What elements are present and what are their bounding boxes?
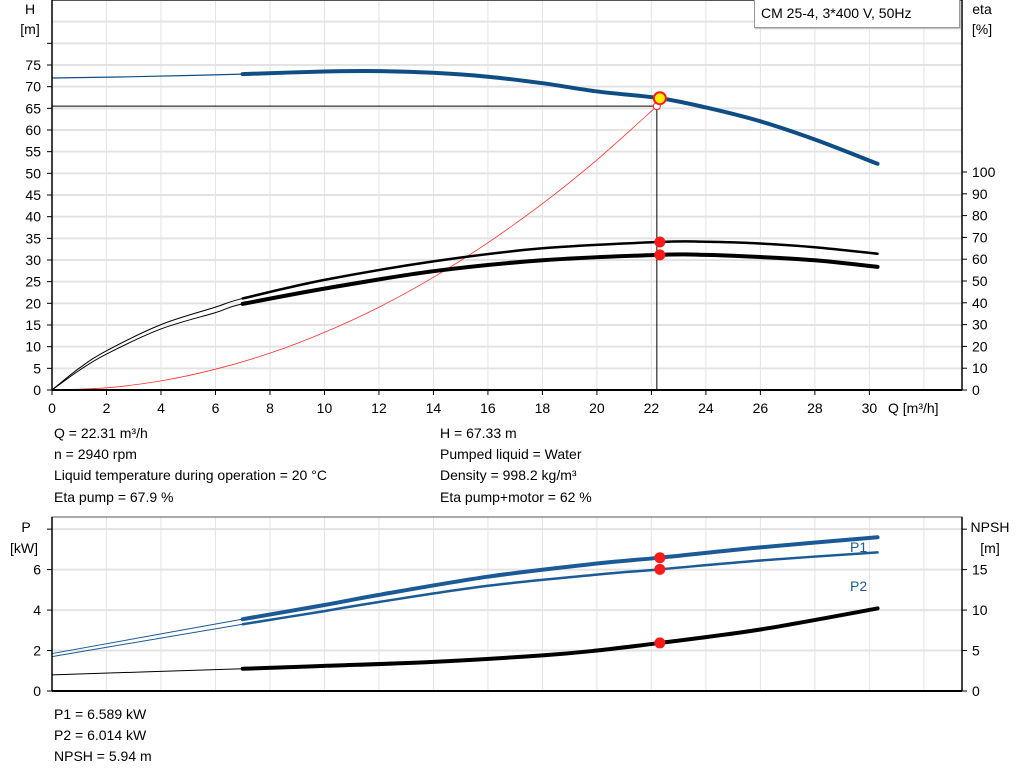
npsh-curve (240, 606, 880, 671)
q-tick-label: 14 (426, 400, 442, 416)
eta-tick-label: 60 (972, 251, 988, 267)
axes (47, 0, 967, 692)
q-tick-label: 0 (48, 400, 56, 416)
info-eta-pump: Eta pump = 67.9 % (54, 489, 174, 505)
h-tick-label: 5 (33, 360, 41, 376)
eta-tick-label: 10 (972, 360, 988, 376)
q-tick-label: 12 (371, 400, 387, 416)
h-tick-label: 10 (25, 339, 41, 355)
h-tick-label: 55 (25, 144, 41, 160)
npsh-tick-label: 10 (972, 602, 988, 618)
p-axis-unit: [kW] (10, 540, 38, 556)
duty-point-marker (652, 91, 667, 106)
h-tick-label: 25 (25, 274, 41, 290)
q-tick-label: 20 (589, 400, 605, 416)
npsh-tick-label: 5 (972, 643, 980, 659)
npsh-tick-label: 15 (972, 562, 988, 578)
eta-tick-label: 80 (972, 208, 988, 224)
h-tick-label: 45 (25, 187, 41, 203)
h-tick-label: 15 (25, 317, 41, 333)
eta-pump-curve (241, 240, 879, 300)
p2-marker (654, 563, 666, 575)
npsh-tick-label: 0 (972, 683, 980, 699)
q-tick-label: 22 (644, 400, 660, 416)
h-tick-label: 0 (33, 382, 41, 398)
p2-curve (241, 551, 879, 626)
p-tick-label: 2 (33, 643, 41, 659)
q-tick-label: 6 (212, 400, 220, 416)
eta-tick-label: 20 (972, 338, 988, 354)
eta-tick-label: 40 (972, 295, 988, 311)
head-curve (240, 68, 880, 166)
info-speed: n = 2940 rpm (54, 446, 137, 462)
h-tick-label: 60 (25, 122, 41, 138)
q-tick-label: 16 (480, 400, 496, 416)
info-q: Q = 22.31 m³/h (54, 425, 148, 441)
h-tick-label: 50 (25, 165, 41, 181)
eta-tick-label: 90 (972, 186, 988, 202)
tick-labels: 0 2 4 6 8 10 12 14 16 18 20 22 24 26 28 30 Q [m³/h]05101… (10, 1, 1009, 699)
q-tick-label: 26 (753, 400, 769, 416)
h-tick-label: 40 (25, 209, 41, 225)
eta-tick-label: 30 (972, 317, 988, 333)
npsh-axis-label: NPSH (971, 519, 1010, 535)
q-tick-label: 30 (862, 400, 878, 416)
p2-curve-thin (51, 551, 878, 658)
eta-axis-label: eta (972, 1, 992, 17)
eta-marker (654, 249, 666, 261)
info-p1: P1 = 6.589 kW (54, 706, 147, 722)
q-tick-label: 24 (698, 400, 714, 416)
h-tick-label: 75 (25, 57, 41, 73)
npsh-curve-thin (51, 607, 878, 676)
eta-pump-motor-curve-thin (51, 253, 878, 391)
info-temperature: Liquid temperature during operation = 20… (54, 467, 327, 483)
q-tick-label: 10 (317, 400, 333, 416)
power-chart-grid (52, 517, 962, 691)
info-density: Density = 998.2 kg/m³ (440, 467, 577, 483)
h-tick-label: 20 (25, 295, 41, 311)
eta-tick-label: 100 (972, 164, 996, 180)
p1-curve-thin (51, 536, 878, 655)
p-axis-label: P (21, 519, 30, 535)
eta-tick-label: 70 (972, 229, 988, 245)
eta-marker (654, 236, 666, 248)
pump-legend-box: CM 25-4, 3*400 V, 50Hz (754, 0, 960, 28)
eta-tick-label: 50 (972, 273, 988, 289)
info-liquid: Pumped liquid = Water (440, 446, 582, 462)
p1-label: P1 (850, 539, 867, 555)
p-tick-label: 4 (33, 602, 41, 618)
eta-pump-motor-curve (240, 252, 880, 306)
info-p2: P2 = 6.014 kW (54, 727, 147, 743)
info-head: H = 67.33 m (440, 425, 517, 441)
h-axis-unit: [m] (20, 21, 39, 37)
p1-marker (654, 552, 666, 564)
h-axis-label: H (25, 1, 35, 17)
info-npsh: NPSH = 5.94 m (54, 748, 152, 764)
q-tick-label: 8 (266, 400, 274, 416)
npsh-marker (654, 637, 666, 649)
q-tick-label: 2 (103, 400, 111, 416)
q-tick-label: 28 (807, 400, 823, 416)
p-tick-label: 0 (33, 683, 41, 699)
system-curve (51, 105, 658, 391)
head-chart-grid (52, 0, 962, 390)
h-tick-label: 35 (25, 230, 41, 246)
npsh-axis-unit: [m] (980, 540, 999, 556)
p-tick-label: 6 (33, 562, 41, 578)
p2-label: P2 (850, 578, 867, 594)
q-tick-label: 18 (535, 400, 551, 416)
eta-axis-unit: [%] (972, 21, 992, 37)
h-tick-label: 70 (25, 79, 41, 95)
curves (51, 68, 880, 676)
h-tick-label: 30 (25, 252, 41, 268)
h-tick-label: 65 (25, 100, 41, 116)
info-eta-pump-motor: Eta pump+motor = 62 % (440, 489, 592, 505)
pump-model-label: CM 25-4, 3*400 V, 50Hz (761, 5, 912, 21)
p1-curve (240, 535, 880, 622)
q-axis-label: Q [m³/h] (888, 400, 939, 416)
q-tick-label: 4 (157, 400, 165, 416)
eta-tick-label: 0 (972, 382, 980, 398)
